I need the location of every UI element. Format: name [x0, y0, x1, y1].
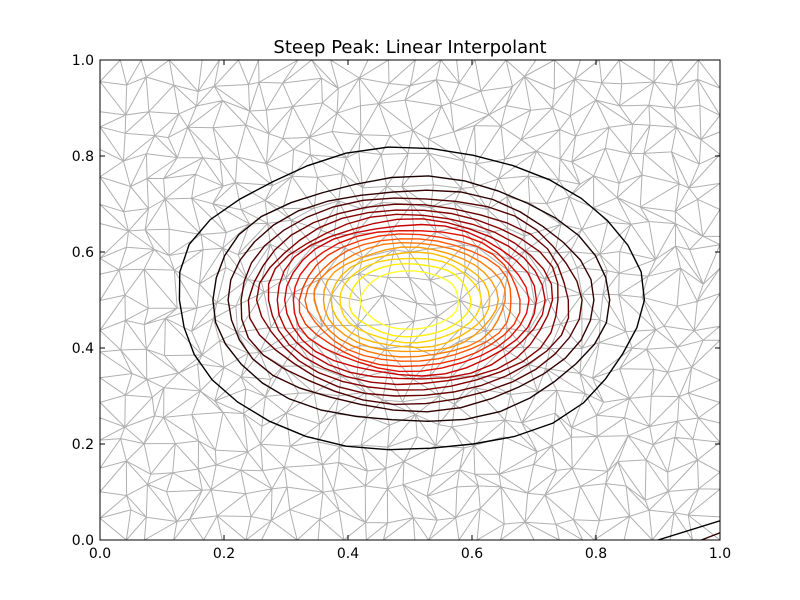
x-tick-label: 0.6: [461, 546, 483, 562]
x-axis: 0.0 0.2 0.4 0.6 0.8 1.0: [89, 60, 731, 562]
chart-title: Steep Peak: Linear Interpolant: [273, 37, 546, 58]
contour-level-7: [267, 213, 554, 386]
y-tick-label: 0.2: [72, 437, 94, 453]
contour-level-10: [292, 229, 530, 373]
contour-level-11: [298, 233, 521, 368]
y-tick-label: 1.0: [72, 53, 94, 69]
contour-level-5: [247, 203, 570, 397]
corner-contour-1: [657, 520, 720, 540]
x-tick-label: 0.4: [337, 546, 359, 562]
contour-level-12: [304, 238, 512, 362]
y-tick-label: 0.4: [72, 341, 94, 357]
x-tick-label: 1.0: [709, 546, 731, 562]
corner-contour-2: [701, 532, 720, 540]
contour-level-18: [359, 270, 459, 330]
mesh-edges: [100, 60, 720, 540]
axes-frame: [99, 59, 721, 541]
x-tick-label: 0.8: [585, 546, 607, 562]
y-axis: 0.0 0.2 0.4 0.6 0.8 1.0: [72, 53, 720, 549]
plot-area: [100, 60, 720, 540]
y-tick-label: 0.0: [72, 533, 94, 549]
contour-level-16: [339, 257, 483, 344]
contour-level-13: [313, 241, 506, 358]
contour-level-2: [212, 175, 611, 423]
y-tick-label: 0.8: [72, 149, 94, 165]
contour-level-4: [240, 197, 583, 406]
contour-level-3: [227, 189, 595, 413]
contour-level-14: [322, 246, 500, 353]
x-tick-label: 0.0: [89, 546, 111, 562]
triangulation-mesh: [100, 60, 720, 540]
x-tick-label: 0.2: [213, 546, 235, 562]
contour-level-1: [178, 146, 646, 451]
contour-lines: [178, 146, 720, 540]
contour-level-15: [330, 251, 491, 349]
contour-level-8: [276, 218, 546, 380]
contour-level-6: [255, 209, 559, 391]
contour-level-17: [348, 262, 472, 338]
contour-level-9: [283, 223, 538, 377]
y-tick-label: 0.6: [72, 245, 94, 261]
